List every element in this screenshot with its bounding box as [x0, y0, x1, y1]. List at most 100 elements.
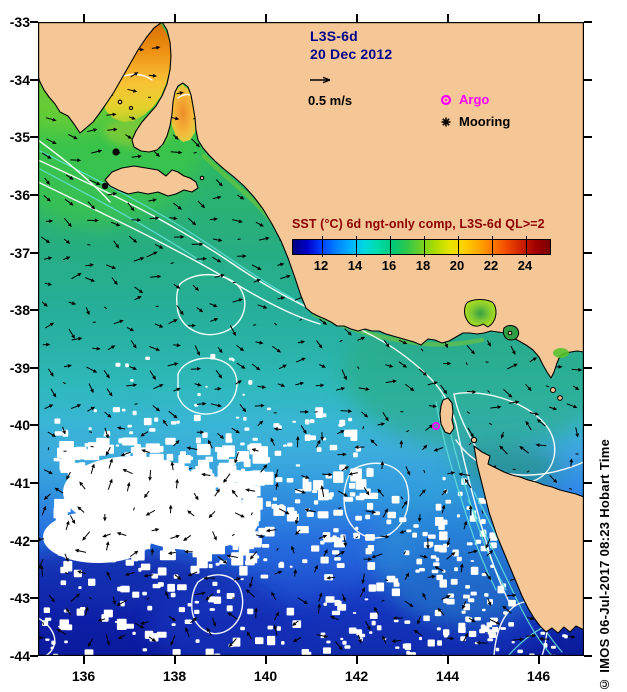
colorbar-tick-label: 20 — [449, 258, 465, 273]
lon-tick — [446, 656, 449, 664]
legend-argo-label: Argo — [459, 92, 490, 107]
map-date: 20 Dec 2012 — [310, 46, 393, 62]
lat-tick — [584, 21, 592, 23]
legend-mooring-label: Mooring — [459, 114, 511, 129]
sst-map-canvas[interactable] — [38, 22, 584, 656]
lat-tick-label: -37 — [9, 244, 30, 261]
lat-tick — [584, 655, 592, 657]
lat-tick — [30, 309, 38, 312]
lat-tick — [30, 655, 38, 657]
land-mainland-east — [131, 22, 584, 379]
bays — [464, 299, 569, 358]
cloud-gaps — [42, 353, 574, 656]
lat-tick — [30, 539, 38, 542]
lon-tick-label: 146 — [526, 668, 551, 684]
land-kangaroo-island — [104, 165, 199, 197]
colorbar: SST (°C) 6d ngt-only comp, L3S-6d QL>=2 … — [292, 217, 554, 274]
lat-tick-label: -35 — [9, 129, 30, 146]
lat-tick — [30, 136, 38, 139]
colorbar-gradient[interactable] — [292, 236, 551, 257]
lat-tick — [584, 424, 592, 427]
lat-tick — [584, 366, 592, 369]
lat-tick-label: -44 — [9, 648, 30, 664]
lon-tick — [355, 656, 358, 664]
islet — [117, 99, 123, 105]
lon-tick-label: 136 — [71, 668, 96, 684]
islet — [199, 175, 205, 181]
lat-tick — [30, 424, 38, 427]
land-tasmania — [473, 445, 584, 634]
colorbar-tick — [525, 236, 527, 257]
credit-text: © IMOS 06-Jul-2017 08:23 Hobart Time — [597, 438, 612, 692]
colorbar-tick-label: 14 — [347, 258, 363, 273]
islet — [128, 105, 134, 111]
islet — [557, 395, 563, 401]
lat-tick-label: -40 — [9, 417, 30, 434]
colorbar-tick-label: 16 — [381, 258, 397, 273]
lat-tick — [584, 539, 592, 542]
lat-tick-label: -39 — [9, 359, 30, 376]
lat-tick — [30, 597, 38, 600]
lat-tick — [584, 482, 592, 485]
colorbar-tick — [423, 236, 425, 257]
velocity-scale-arrow-icon — [310, 76, 331, 84]
lat-tick — [584, 136, 592, 139]
lat-tick — [30, 482, 38, 485]
colorbar-tick-labels: 12 14 16 18 20 22 24 — [292, 258, 549, 274]
lat-tick — [584, 193, 592, 196]
lat-tick — [30, 251, 38, 254]
colorbar-title: SST (°C) 6d ngt-only comp, L3S-6d QL>=2 — [292, 217, 545, 231]
lon-tick-label: 138 — [162, 668, 187, 684]
colorbar-tick — [321, 236, 323, 257]
land-king-island — [439, 397, 455, 435]
map-markers[interactable] — [101, 148, 441, 431]
mooring-marker — [101, 182, 109, 190]
colorbar-tick — [355, 236, 357, 257]
lat-tick — [30, 366, 38, 369]
lon-tick — [173, 14, 176, 22]
colorbar-tick-label: 18 — [415, 258, 431, 273]
mooring-marker — [112, 148, 120, 156]
lat-tick — [584, 309, 592, 312]
lon-tick — [446, 14, 449, 22]
islet — [470, 436, 478, 444]
lon-tick — [355, 14, 358, 22]
lon-tick-label: 142 — [344, 668, 369, 684]
lon-tick — [537, 14, 540, 22]
lat-tick — [30, 21, 38, 23]
corner-inlet — [553, 348, 569, 358]
lat-tick — [30, 193, 38, 196]
lat-tick — [584, 251, 592, 254]
colorbar-tick — [389, 236, 391, 257]
mooring-icon — [441, 117, 451, 126]
lat-tick-label: -33 — [9, 14, 30, 30]
port-phillip-bay — [464, 299, 497, 328]
lon-tick — [264, 14, 267, 22]
lon-tick — [82, 14, 85, 22]
colorbar-tick-label: 12 — [313, 258, 329, 273]
colorbar-tick — [491, 236, 493, 257]
lon-tick-label: 144 — [435, 668, 460, 684]
lat-tick-label: -36 — [9, 186, 30, 203]
land-eyre-peninsula — [38, 22, 163, 134]
map-border — [38, 22, 584, 656]
colorbar-tick — [457, 236, 459, 257]
islet — [549, 386, 557, 394]
lat-tick-label: -34 — [9, 71, 30, 88]
lat-tick — [584, 78, 592, 81]
argo-icon — [440, 94, 452, 105]
lon-tick — [82, 656, 85, 664]
lat-tick — [584, 597, 592, 600]
lon-tick — [264, 656, 267, 664]
lat-tick-label: -42 — [9, 532, 30, 549]
legend-mooring: Mooring — [439, 114, 510, 129]
lon-tick — [173, 656, 176, 664]
argo-marker — [431, 421, 441, 431]
colorbar-tick-label: 24 — [517, 258, 533, 273]
lat-tick-label: -41 — [9, 475, 30, 492]
legend-argo: Argo — [439, 92, 489, 107]
lat-tick-label: -43 — [9, 590, 30, 607]
lon-tick — [537, 656, 540, 664]
colorbar-tick-label: 22 — [483, 258, 499, 273]
